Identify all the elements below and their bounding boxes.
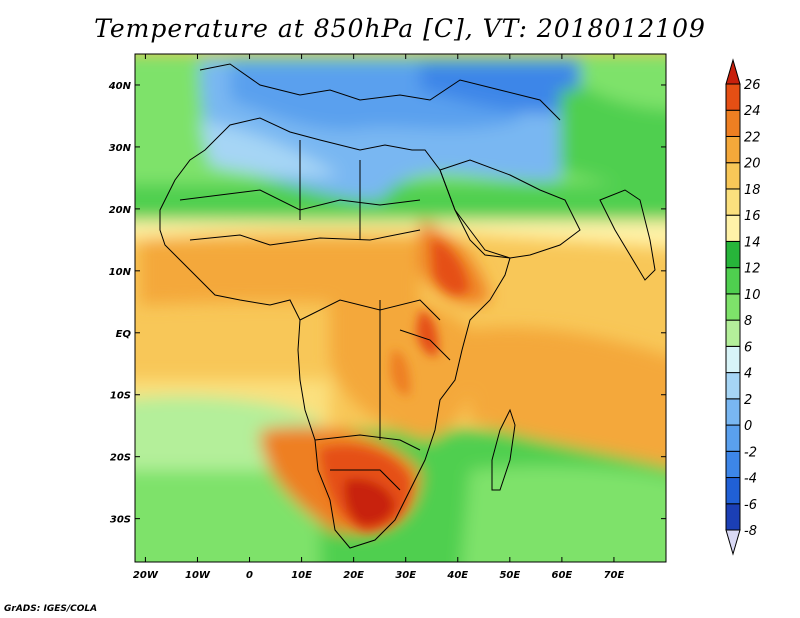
colorbar-segment [725,293,741,321]
colorbar-label: -8 [744,524,757,539]
colorbar-segment [725,214,741,242]
lon-tick-label: 70E [604,570,625,581]
colorbar-segment [725,135,741,164]
plot-frame [134,53,667,563]
colorbar-segment [725,372,741,400]
border-east [399,329,451,361]
colorbar-segment [725,398,741,426]
colorbar-label: 26 [744,78,761,93]
lon-tick-label: 20W [133,570,159,581]
colorbar-label: 12 [744,262,761,277]
colorbar-segment [725,424,741,452]
colorbar-segment [725,450,741,479]
colorbar-segment [725,240,741,269]
colorbar-segment [725,477,741,505]
madagascar-coast [491,408,516,491]
coastlines [159,63,656,549]
colorbar-label: 0 [744,419,752,434]
lon-tick-label: 30E [395,570,416,581]
europe-coast [199,63,561,121]
colorbar-label: -2 [744,445,757,460]
lat-tick-label: 30N [109,143,132,154]
lat-tick-label: 10N [109,267,132,278]
lat-tick-label: 20N [109,205,132,216]
lat-tick-label: EQ [116,329,132,340]
latitude-axis: 40N 30N 20N 10N EQ 10S 20S 30S [108,81,666,526]
colorbar-label: 14 [744,235,761,250]
lon-tick-label: 10E [291,570,312,581]
colorbar-label: 22 [744,130,761,145]
colorbar-segment [725,319,741,347]
colorbar-segment [725,162,741,190]
colorbar-label: 8 [744,314,752,329]
lon-tick-label: 40E [446,570,468,581]
colorbar-label: 2 [744,393,752,408]
colorbar-label: 24 [744,104,761,119]
colorbar-segment [725,83,741,111]
colorbar-segment [725,188,741,216]
colorbar-label: 10 [744,288,761,303]
colorbar-label: 16 [744,209,761,224]
colorbar-segment [725,345,741,374]
colorbar-top-arrow [725,58,741,85]
colorbar-label: -4 [744,472,757,487]
lon-tick-label: 20E [343,570,364,581]
india-coast [599,189,656,281]
africa-coastline [159,117,511,549]
lat-tick-label: 40N [108,81,132,92]
border-namibia [330,469,401,491]
lon-tick-label: 50E [499,570,520,581]
lon-tick-label: 60E [552,570,573,581]
lon-tick-label: 10W [185,570,211,581]
colorbar-label: 4 [744,367,752,382]
temperature-field [135,54,666,562]
longitude-axis: 20W 10W 0 10E 20E 30E 40E 50E 60E 70E [133,54,625,581]
lon-tick-label: 0 [246,570,253,581]
border-west [189,229,421,246]
map-title: Temperature at 850hPa [C], VT: 201801210… [94,14,706,43]
lat-tick-label: 20S [110,453,131,464]
lat-tick-label: 10S [110,391,131,402]
colorbar-segment [725,503,741,531]
colorbar-segment [725,267,741,295]
colorbar-label: 18 [744,183,761,198]
arabian-peninsula [439,159,581,259]
colorbar-bottom-arrow [725,529,741,556]
colorbar-label: -6 [744,498,757,513]
lat-tick-label: 30S [110,515,131,526]
colorbar-segment [725,109,741,137]
border-sahara [179,189,421,211]
credit-label: GrADS: IGES/COLA [4,604,98,614]
colorbar-label: 6 [744,340,752,355]
colorbar-label: 20 [744,157,761,172]
